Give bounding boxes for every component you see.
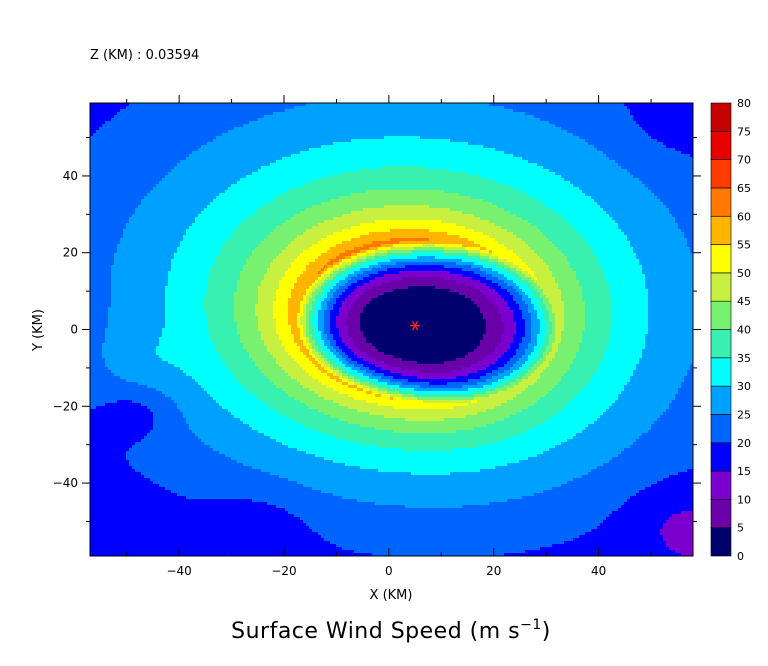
colorbar-band xyxy=(711,528,731,556)
colorbar-label: 5 xyxy=(737,522,744,535)
y-tick-label: −40 xyxy=(53,476,78,490)
colorbar-label: 25 xyxy=(737,408,751,421)
x-tick-label: 0 xyxy=(385,564,393,578)
colorbar-label: 50 xyxy=(737,267,751,280)
colorbar-label: 60 xyxy=(737,210,751,223)
colorbar-band xyxy=(711,414,731,442)
colorbar-label: 15 xyxy=(737,465,751,478)
colorbar-band xyxy=(711,160,731,188)
x-tick-label: −20 xyxy=(271,564,296,578)
colorbar-label: 10 xyxy=(737,493,751,506)
colorbar-label: 80 xyxy=(737,97,751,110)
colorbar-label: 45 xyxy=(737,295,751,308)
title-superscript: −1 xyxy=(520,617,542,633)
colorbar-label: 20 xyxy=(737,437,751,450)
colorbar: 0 5 10 15 20 25 30 35 40 45 50 55 60 65 70 75 80 xyxy=(711,97,751,563)
colorbar-band xyxy=(711,386,731,414)
y-tick-label: 0 xyxy=(70,323,78,337)
colorbar-band xyxy=(711,245,731,273)
y-tick-label: 20 xyxy=(63,246,78,260)
colorbar-band xyxy=(711,443,731,471)
colorbar-band xyxy=(711,131,731,159)
colorbar-label: 0 xyxy=(737,550,744,563)
colorbar-label: 65 xyxy=(737,182,751,195)
colorbar-band xyxy=(711,330,731,358)
colorbar-label: 75 xyxy=(737,125,751,138)
colorbar-label: 70 xyxy=(737,154,751,167)
x-axis-label: X (KM) xyxy=(370,588,413,603)
colorbar-label: 40 xyxy=(737,324,751,337)
colorbar-band xyxy=(711,273,731,301)
chart-title: Surface Wind Speed (m s−1) xyxy=(231,617,551,644)
x-tick-label: −40 xyxy=(166,564,191,578)
x-tick-label: 20 xyxy=(486,564,501,578)
colorbar-band xyxy=(711,188,731,216)
height-label: Z (KM) : 0.03594 xyxy=(90,48,199,63)
y-tick-label: −20 xyxy=(53,399,78,413)
y-tick-label: 40 xyxy=(63,169,78,183)
colorbar-band xyxy=(711,499,731,527)
colorbar-band xyxy=(711,216,731,244)
colorbar-label: 55 xyxy=(737,239,751,252)
colorbar-band xyxy=(711,301,731,329)
colorbar-band xyxy=(711,471,731,499)
colorbar-label: 30 xyxy=(737,380,751,393)
colorbar-band xyxy=(711,358,731,386)
y-axis-label: Y (KM) xyxy=(31,309,46,352)
title-close: ) xyxy=(542,619,551,644)
colorbar-band xyxy=(711,103,731,131)
wind-field xyxy=(90,103,694,557)
x-tick-label: 40 xyxy=(591,564,606,578)
colorbar-label: 35 xyxy=(737,352,751,365)
